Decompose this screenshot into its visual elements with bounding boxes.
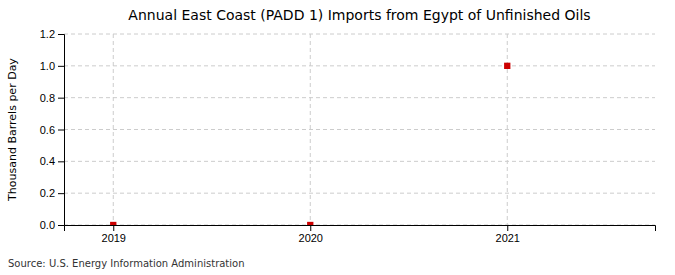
point bbox=[110, 222, 116, 225]
y-grid-line bbox=[64, 193, 655, 194]
y-tick-mark bbox=[58, 98, 64, 99]
x-grid-line bbox=[507, 34, 508, 225]
y-tick-label: 0.0 bbox=[40, 219, 55, 231]
x-tick-label: 2021 bbox=[496, 232, 520, 244]
y-tick-label: 0.6 bbox=[40, 124, 55, 136]
x-tick: 2021 bbox=[496, 225, 520, 244]
y-axis-line bbox=[58, 35, 65, 226]
x-grid-line bbox=[113, 34, 114, 225]
y-grid-line bbox=[64, 129, 655, 130]
x-tick-label: 2019 bbox=[102, 232, 126, 244]
x-axis-line bbox=[65, 226, 656, 232]
point bbox=[307, 222, 313, 225]
grid bbox=[64, 34, 655, 225]
chart: 2019 2020 2021 0.0 0.2 0.4 0.6 0.8 1.0 1.2 Annual … bbox=[0, 0, 675, 275]
y-grid-line bbox=[64, 161, 655, 162]
y-tick: 0.8 bbox=[40, 92, 64, 104]
y-tick-mark bbox=[58, 161, 64, 162]
y-tick-mark bbox=[58, 34, 64, 35]
x-tick-mark bbox=[507, 225, 508, 231]
y-tick-mark bbox=[58, 225, 64, 226]
y-grid-line bbox=[64, 65, 655, 66]
x-axis: 2019 2020 2021 bbox=[65, 225, 656, 244]
y-axis: 0.0 0.2 0.4 0.6 0.8 1.0 1.2 bbox=[40, 28, 65, 231]
y-tick-label: 1.2 bbox=[40, 28, 55, 40]
x-grid-line bbox=[310, 34, 311, 225]
x-tick-label: 2020 bbox=[299, 232, 323, 244]
title: Annual East Coast (PADD 1) Imports from … bbox=[128, 7, 590, 23]
x-tick-mark bbox=[113, 225, 114, 231]
y-grid-line bbox=[64, 97, 655, 98]
y-tick: 0.0 bbox=[40, 219, 64, 231]
y-tick-mark bbox=[58, 130, 64, 131]
y-axis-title: Thousand Barrels per Day bbox=[6, 58, 19, 202]
y-grid-line bbox=[64, 34, 655, 35]
y-tick: 1.0 bbox=[40, 60, 64, 72]
y-tick-label: 0.8 bbox=[40, 92, 55, 104]
y-tick: 0.2 bbox=[40, 187, 64, 199]
x-tick-mark bbox=[310, 225, 311, 231]
y-tick-label: 1.0 bbox=[40, 60, 55, 72]
x-tick: 2019 bbox=[102, 225, 126, 244]
y-tick-label: 0.2 bbox=[40, 187, 55, 199]
y-tick: 0.4 bbox=[40, 155, 64, 167]
series bbox=[110, 63, 510, 225]
source-note: Source: U.S. Energy Information Administ… bbox=[8, 258, 245, 269]
y-tick-mark bbox=[58, 66, 64, 67]
y-tick-label: 0.4 bbox=[40, 155, 55, 167]
x-tick: 2020 bbox=[299, 225, 323, 244]
y-tick: 0.6 bbox=[40, 124, 64, 136]
y-tick-mark bbox=[58, 193, 64, 194]
y-tick: 1.2 bbox=[40, 28, 64, 40]
plot: 2019 2020 2021 0.0 0.2 0.4 0.6 0.8 1.0 1.2 bbox=[40, 28, 656, 244]
point bbox=[504, 63, 510, 69]
